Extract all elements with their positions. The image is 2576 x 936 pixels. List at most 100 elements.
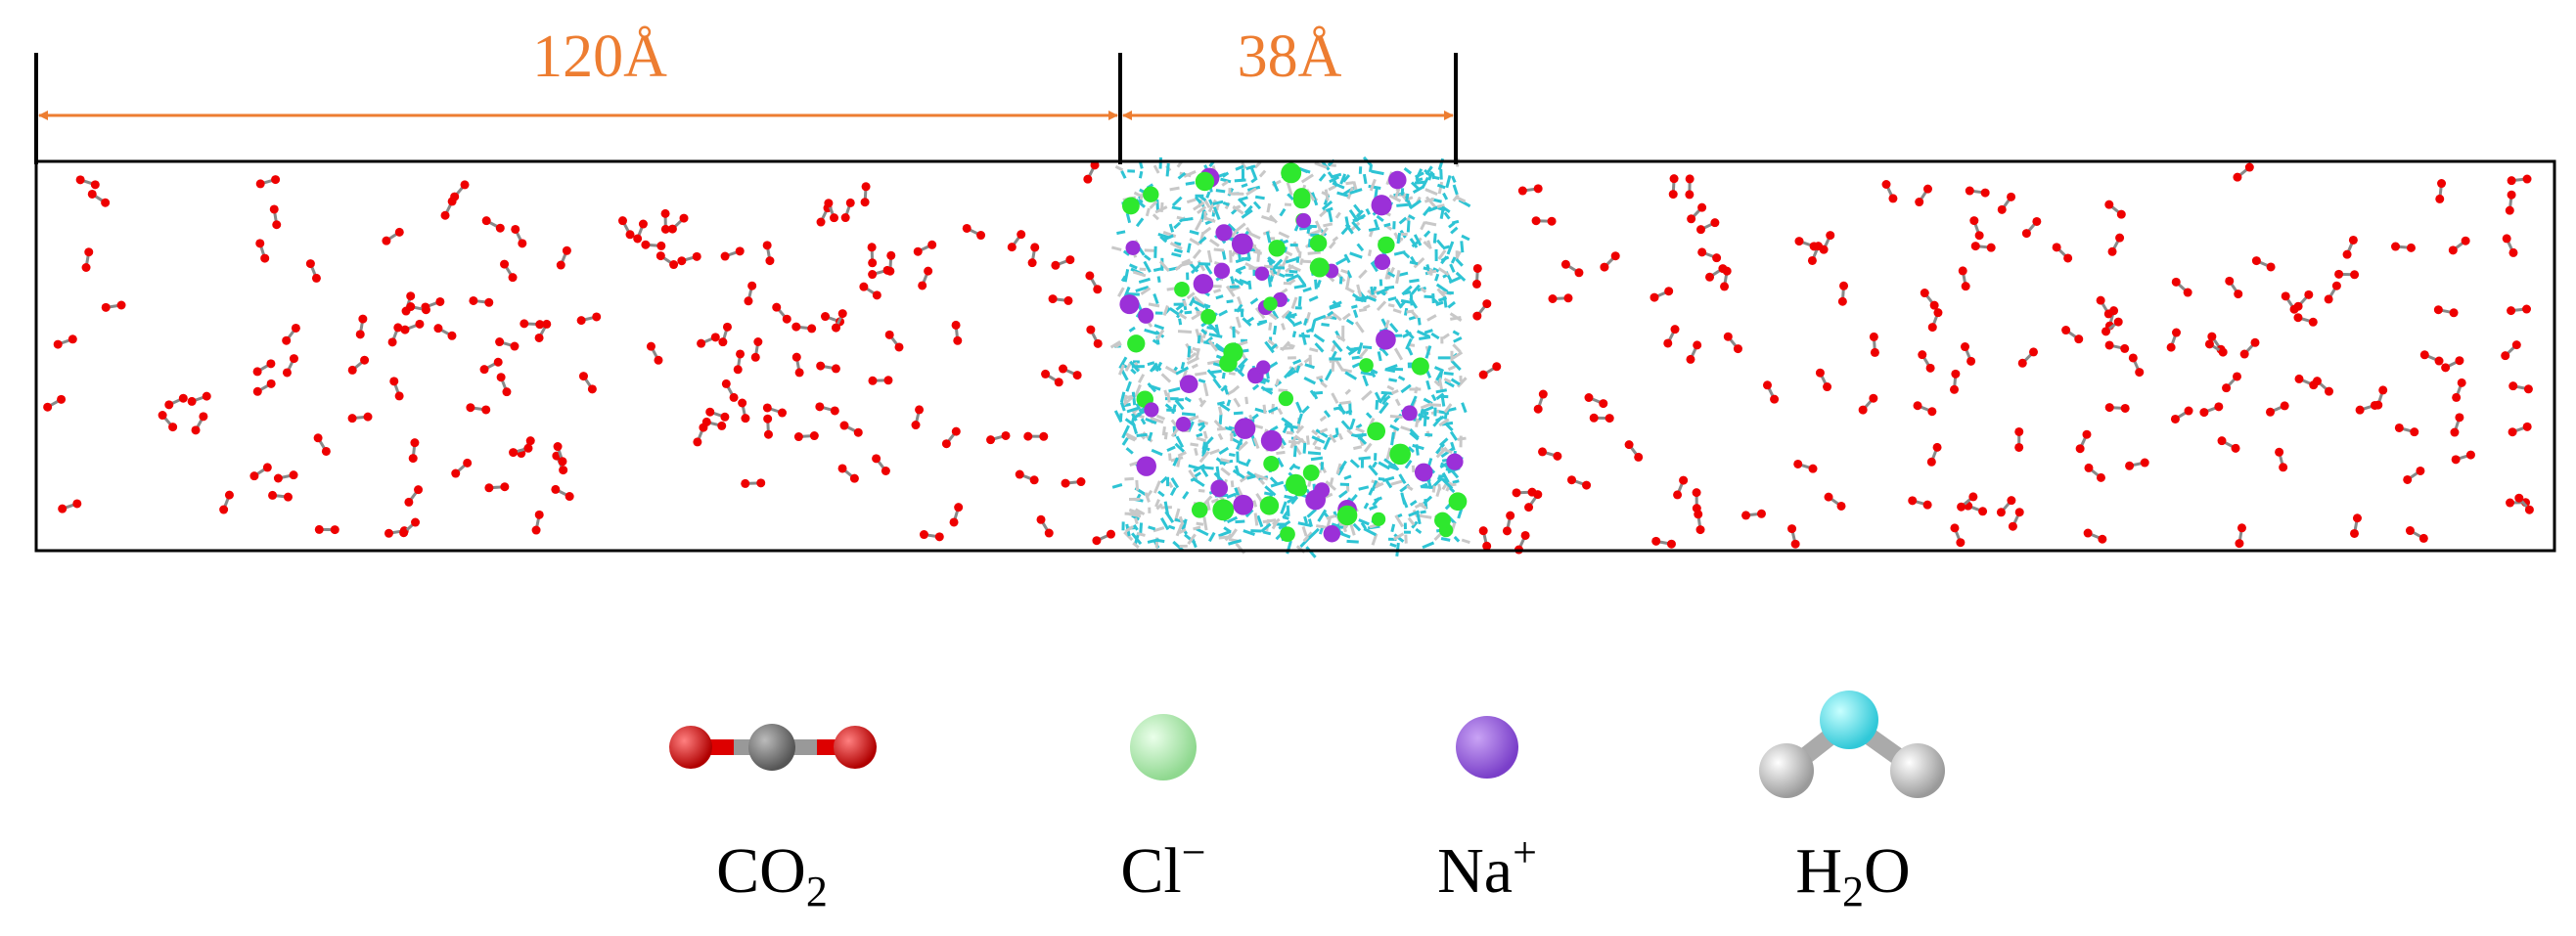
water-bond (1378, 477, 1385, 481)
water-bond (1302, 442, 1307, 454)
water-bond (1301, 405, 1310, 415)
water-bond (1374, 496, 1382, 503)
oxygen-atom (1668, 190, 1678, 200)
water-bond (1305, 328, 1313, 334)
water-bond (1420, 221, 1426, 231)
oxygen-atom (406, 291, 416, 301)
oxygen-atom (347, 414, 357, 423)
oxygen-atom (2378, 385, 2388, 395)
oxygen-atom (1969, 216, 1979, 226)
oxygen-atom (1819, 245, 1829, 254)
oxygen-atom (2523, 384, 2533, 394)
water-bond (1292, 321, 1303, 328)
water-bond (1258, 319, 1268, 325)
water-bond (1383, 458, 1394, 468)
water-bond (1121, 424, 1131, 439)
water-bond (1124, 362, 1132, 372)
water-bond (1300, 332, 1307, 345)
oxygen-atom (1076, 477, 1086, 487)
water-bond (1452, 330, 1460, 336)
water-bond (1181, 412, 1197, 417)
water-bond (1130, 368, 1137, 375)
water-bond (1349, 251, 1363, 259)
water-bond (1252, 437, 1260, 450)
water-bond (1400, 383, 1412, 394)
water-bond (1180, 361, 1186, 370)
chloride-ion (1448, 492, 1468, 512)
water-bond (1229, 285, 1240, 290)
oxygen-atom (481, 216, 491, 226)
water-bond (1165, 162, 1170, 177)
water-bond (1437, 249, 1447, 260)
water-bond (1202, 430, 1208, 439)
water-bond (1308, 295, 1319, 302)
water-bond (1323, 315, 1333, 320)
oxygen-atom (2501, 351, 2510, 361)
oxygen-atom (75, 175, 85, 185)
water-bond (1292, 241, 1301, 253)
oxygen-atom (2204, 339, 2214, 349)
water-bond (1187, 415, 1199, 422)
water-bond (1455, 250, 1462, 260)
oxygen-atom (291, 323, 300, 333)
oxygen-atom (2416, 466, 2425, 475)
water-bond (1334, 427, 1339, 436)
water-bond (1447, 365, 1456, 372)
water-bond (1291, 331, 1297, 338)
water-bond (1207, 339, 1219, 352)
water-bond (1314, 279, 1318, 290)
oxygen-atom (697, 338, 706, 348)
oxygen-atom (2522, 174, 2532, 184)
water-bond (1217, 406, 1223, 416)
oxygen-atom (1705, 272, 1715, 282)
oxygen-atom (667, 224, 677, 234)
water-bond (1369, 178, 1377, 192)
oxygen-atom (1085, 271, 1095, 281)
water-bond (1202, 436, 1214, 448)
oxygen-atom (311, 273, 321, 283)
oxygen-atom (421, 305, 430, 315)
water-bond (1402, 332, 1413, 338)
oxygen-atom (669, 726, 712, 769)
water-bond (1129, 360, 1140, 373)
water-bond (1175, 366, 1190, 376)
oxygen-atom (1061, 478, 1070, 488)
water-bond (1196, 432, 1203, 438)
water-bond (1313, 334, 1326, 343)
water-bond (1285, 256, 1299, 264)
water-bond (1111, 483, 1123, 489)
water-bond (1312, 435, 1321, 446)
water-bond (1396, 202, 1410, 207)
oxygen-atom (677, 256, 687, 266)
water-bond (1319, 415, 1328, 423)
oxygen-atom (867, 243, 877, 252)
water-bond (1267, 256, 1276, 264)
hydrogen-atom (1890, 743, 1945, 798)
oxygen-atom (831, 364, 840, 374)
water-bond (1128, 513, 1142, 518)
water-bond (1304, 363, 1315, 370)
oxygen-atom (720, 412, 730, 422)
water-bond (1134, 412, 1142, 419)
oxygen-atom (1949, 384, 1959, 394)
oxygen-atom (1956, 538, 1966, 548)
oxygen-atom (1044, 528, 1054, 538)
water-bond (1293, 284, 1307, 290)
water-bond (1117, 287, 1125, 297)
oxygen-atom (1787, 524, 1797, 534)
water-bond (1217, 172, 1227, 178)
oxygen-atom (2125, 461, 2135, 470)
oxygen-atom (1574, 268, 1584, 278)
water-bond (1204, 264, 1213, 275)
oxygen-atom (2104, 340, 2114, 350)
water-bond (1433, 379, 1441, 387)
oxygen-atom (1482, 541, 1492, 551)
chloride-ion (1292, 188, 1311, 205)
water-bond (1279, 207, 1287, 217)
water-bond (1120, 369, 1129, 381)
water-bond (1405, 337, 1413, 350)
water-bond (1358, 307, 1368, 313)
water-bond (1190, 442, 1199, 447)
water-bond (1245, 459, 1251, 467)
chloride-ion (1200, 308, 1216, 325)
